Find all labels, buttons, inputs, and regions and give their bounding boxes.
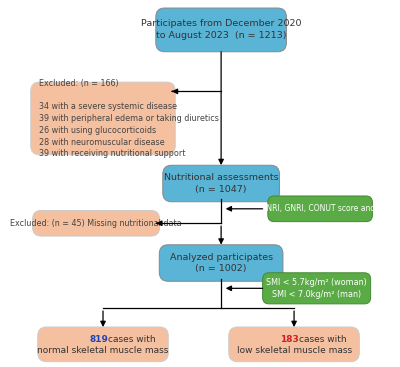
Text: normal skeletal muscle mass: normal skeletal muscle mass <box>37 346 169 355</box>
Text: PNI, NRI, GNRI, CONUT score and BMI: PNI, NRI, GNRI, CONUT score and BMI <box>249 204 392 213</box>
FancyBboxPatch shape <box>32 210 160 236</box>
FancyBboxPatch shape <box>31 82 175 155</box>
Text: cases with: cases with <box>108 335 156 344</box>
Text: 183: 183 <box>280 335 299 344</box>
Text: low skeletal muscle mass: low skeletal muscle mass <box>236 346 352 355</box>
FancyBboxPatch shape <box>38 327 168 362</box>
Text: Analyzed participates
(n = 1002): Analyzed participates (n = 1002) <box>170 252 273 273</box>
FancyBboxPatch shape <box>229 327 359 362</box>
Text: cases with: cases with <box>299 335 347 344</box>
Text: Excluded: (n = 45) Missing nutritional data: Excluded: (n = 45) Missing nutritional d… <box>10 219 182 228</box>
Text: Nutritional assessments
(n = 1047): Nutritional assessments (n = 1047) <box>164 173 278 194</box>
Text: Excluded: (n = 166)

34 with a severe systemic disease
39 with peripheral edema : Excluded: (n = 166) 34 with a severe sys… <box>39 79 219 158</box>
Text: Participates from December 2020
to August 2023  (n = 1213): Participates from December 2020 to Augus… <box>141 19 301 40</box>
Text: SMI < 5.7kg/m² (woman)
SMI < 7.0kg/m² (man): SMI < 5.7kg/m² (woman) SMI < 7.0kg/m² (m… <box>266 278 367 299</box>
Text: 819: 819 <box>89 335 108 344</box>
FancyBboxPatch shape <box>268 196 372 222</box>
FancyBboxPatch shape <box>163 165 280 202</box>
FancyBboxPatch shape <box>263 273 371 304</box>
FancyBboxPatch shape <box>156 8 286 52</box>
FancyBboxPatch shape <box>159 245 283 281</box>
